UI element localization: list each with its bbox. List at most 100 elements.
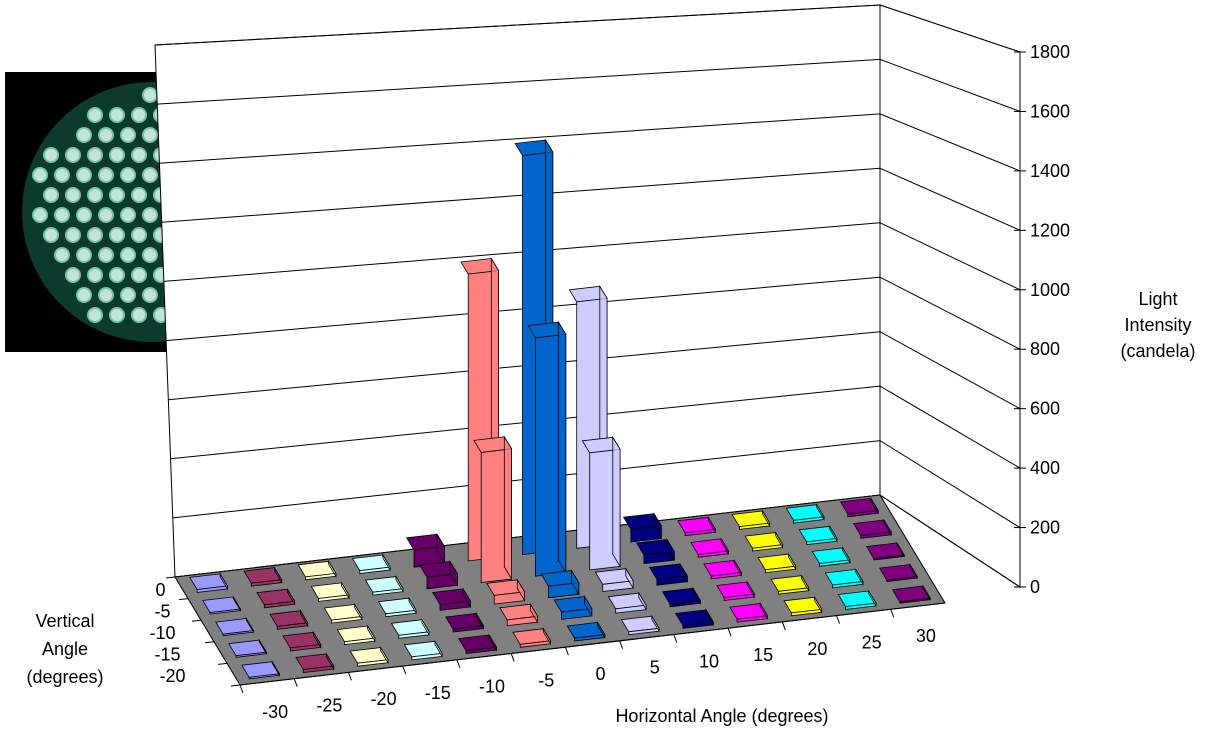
led — [109, 187, 125, 203]
y-tick-label: 400 — [1030, 458, 1060, 478]
z-tick-label: -10 — [149, 623, 175, 643]
bar — [336, 624, 376, 646]
bar — [566, 620, 606, 642]
led — [65, 267, 81, 283]
bar — [785, 503, 825, 524]
bar — [798, 524, 838, 546]
grid-line — [168, 331, 1021, 410]
bar — [241, 660, 281, 680]
bar — [473, 435, 513, 583]
bar-side — [612, 435, 621, 568]
bar — [677, 515, 717, 537]
bar-side — [258, 638, 267, 656]
bar-side — [271, 660, 280, 677]
grid-line — [172, 440, 1021, 529]
z-axis-title: Vertical — [35, 611, 94, 631]
bar — [607, 591, 647, 614]
led — [43, 227, 59, 243]
led — [120, 207, 136, 223]
bar — [757, 552, 797, 574]
bar-side — [922, 584, 931, 602]
led — [109, 227, 125, 243]
x-tick-label: -25 — [316, 696, 342, 716]
bar-side — [462, 587, 471, 609]
y-tick-label: 200 — [1030, 518, 1060, 538]
led — [98, 247, 114, 263]
led — [120, 167, 136, 183]
y-axis-title: (candela) — [1120, 341, 1195, 361]
y-tick-label: 0 — [1030, 577, 1040, 597]
led — [76, 287, 92, 303]
x-tick-label: 20 — [807, 639, 827, 659]
bar-side — [503, 435, 513, 581]
bar-side — [245, 617, 254, 634]
led — [142, 87, 158, 103]
x-tick — [456, 659, 461, 668]
bar — [295, 652, 335, 674]
bar — [256, 587, 296, 609]
bar-side — [762, 509, 771, 528]
led — [54, 167, 70, 183]
led — [142, 207, 158, 223]
bar-side — [516, 578, 525, 603]
x-tick — [781, 621, 786, 631]
bar — [445, 611, 485, 633]
bar — [243, 566, 283, 587]
bar — [540, 569, 580, 599]
bar-side — [325, 652, 335, 671]
x-tick — [564, 646, 569, 656]
led — [43, 147, 59, 163]
bar — [661, 586, 701, 608]
bar-side — [529, 602, 538, 624]
bar — [553, 595, 593, 620]
bar — [432, 587, 472, 611]
led — [87, 227, 103, 243]
bar — [527, 320, 567, 577]
bar — [512, 627, 552, 648]
bar-side — [341, 581, 350, 600]
led — [76, 127, 92, 143]
z-tick — [178, 598, 189, 601]
bar-side — [653, 512, 662, 540]
bar-side — [638, 591, 647, 612]
bar-side — [558, 320, 567, 575]
bar-side — [286, 587, 296, 606]
led — [109, 147, 125, 163]
y-tick-label: 800 — [1030, 339, 1060, 359]
bar-side — [449, 560, 458, 587]
z-tick-label: -20 — [159, 666, 185, 686]
bar — [594, 567, 634, 592]
x-tick-label: -20 — [371, 689, 397, 709]
bar-side — [666, 538, 675, 562]
x-tick — [836, 615, 841, 624]
bar-side — [380, 646, 389, 665]
side-wall — [879, 4, 1021, 588]
bar-side — [584, 595, 593, 618]
led — [54, 207, 70, 223]
led — [131, 307, 147, 323]
bar-side — [909, 563, 918, 580]
bar — [406, 532, 446, 568]
bar-side — [705, 608, 714, 627]
bar — [731, 509, 771, 530]
bar-side — [475, 611, 484, 630]
x-tick-label: -5 — [538, 670, 554, 690]
grid-line — [154, 4, 1021, 53]
led — [87, 147, 103, 163]
bar — [349, 646, 389, 667]
bar — [729, 602, 769, 623]
z-tick-label: -5 — [154, 601, 170, 621]
bar-side — [829, 524, 838, 543]
grid-line — [170, 385, 1021, 469]
bar — [635, 538, 675, 565]
bar — [228, 638, 268, 658]
led — [120, 247, 136, 263]
bar-side — [408, 596, 417, 615]
x-tick-label: -30 — [262, 702, 288, 722]
led — [131, 187, 147, 203]
bar-side — [883, 518, 892, 537]
bar — [499, 602, 539, 627]
led — [131, 267, 147, 283]
bar — [839, 496, 879, 518]
